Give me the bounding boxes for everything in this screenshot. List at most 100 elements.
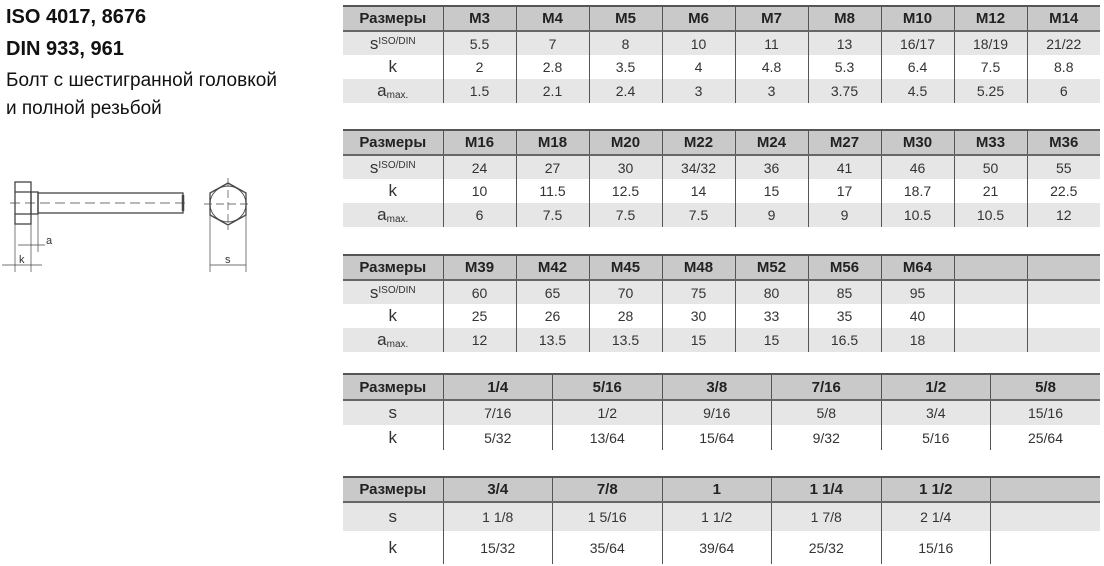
- table-cell: 1.5: [442, 79, 516, 103]
- table-cell: 33: [734, 304, 808, 328]
- column-header: M16: [442, 129, 516, 156]
- column-header: 3/8: [661, 373, 772, 401]
- table-row: s 7/16 1/2 9/16 5/8 3/4 15/16: [343, 400, 1100, 425]
- column-header: M48: [661, 254, 735, 281]
- column-header: 5/8: [990, 373, 1100, 401]
- size-table: Размеры 1/4 5/16 3/8 7/16 1/2 5/8 s 7/16 1/2 9/16 5…: [343, 373, 1100, 450]
- row-symbol-subscript: ISO/DIN: [378, 35, 416, 47]
- table-cell: 18/19: [953, 31, 1027, 55]
- table-cell: 1 1/2: [661, 502, 772, 531]
- table-cell: 24: [442, 155, 516, 179]
- table-cell: 16.5: [807, 328, 881, 352]
- table-cell: 13.5: [588, 328, 662, 352]
- table-cell: 1 5/16: [552, 502, 662, 531]
- table-cell: 80: [734, 280, 808, 304]
- table-cell: 85: [807, 280, 881, 304]
- table-cell: 5.3: [807, 55, 881, 79]
- table-row: amax. 6 7.5 7.5 7.5 9 9 10.5 10.5 12: [343, 203, 1100, 227]
- row-symbol: k: [388, 306, 398, 325]
- column-header: M52: [734, 254, 808, 281]
- size-table: Размеры 3/4 7/8 1 1 1/4 1 1/2 s 1 1/8 1 5/16 1 1/…: [343, 476, 1100, 564]
- table-cell: 9: [734, 203, 808, 227]
- table-row: sISO/DIN 60 65 70 75 80 85 95: [343, 280, 1100, 304]
- row-symbol: s: [388, 507, 398, 526]
- column-header: 7/16: [771, 373, 881, 401]
- table-row: k 25 26 28 30 33 35 40: [343, 304, 1100, 328]
- table-cell: 4.5: [880, 79, 954, 103]
- table-cell: 15: [661, 328, 735, 352]
- table-cell: 27: [515, 155, 589, 179]
- table-row: sISO/DIN 24 27 30 34/32 36 41 46 50 55: [343, 155, 1100, 179]
- table-cell: 6: [1026, 79, 1100, 103]
- table-cell: 21/22: [1026, 31, 1100, 55]
- row-label: s: [343, 502, 443, 531]
- row-symbol-subscript: ISO/DIN: [378, 284, 416, 296]
- table-cell: 50: [953, 155, 1027, 179]
- table-cell: 3/4: [880, 400, 991, 425]
- column-header: M45: [588, 254, 662, 281]
- column-header: M10: [880, 5, 954, 32]
- row-label: k: [343, 55, 443, 79]
- row-header-label: Размеры: [343, 373, 443, 401]
- table-cell: 3.5: [588, 55, 662, 79]
- table-cell: 10: [442, 179, 516, 203]
- column-header: [1026, 254, 1100, 281]
- table-cell: [953, 328, 1027, 352]
- table-cell: 7.5: [953, 55, 1027, 79]
- table-cell: 9/16: [661, 400, 772, 425]
- table-cell: 15: [734, 328, 808, 352]
- table-cell: 10: [661, 31, 735, 55]
- column-header: [953, 254, 1027, 281]
- table-cell: 10.5: [880, 203, 954, 227]
- table-row: amax. 12 13.5 13.5 15 15 16.5 18: [343, 328, 1100, 352]
- dimension-k-label: k: [19, 254, 25, 266]
- table-cell: 3: [734, 79, 808, 103]
- table-cell: 4: [661, 55, 735, 79]
- row-symbol-subscript: max.: [386, 339, 409, 350]
- table-cell: 13/64: [552, 425, 662, 450]
- table-cell: 13.5: [515, 328, 589, 352]
- dimension-a-label: a: [46, 235, 53, 247]
- table-cell: 9: [807, 203, 881, 227]
- row-symbol: s: [388, 403, 398, 422]
- table-cell: 15/32: [442, 531, 553, 564]
- table-cell: 2.1: [515, 79, 589, 103]
- bolt-diagram: a k s: [2, 178, 252, 272]
- table-cell: 5/16: [880, 425, 991, 450]
- column-header: M8: [807, 5, 881, 32]
- table-cell: 75: [661, 280, 735, 304]
- row-header-label: Размеры: [343, 476, 443, 503]
- size-table: Размеры M16 M18 M20 M22 M24 M27 M30 M33 M36 sISO/D…: [343, 129, 1100, 227]
- table-cell: 18.7: [880, 179, 954, 203]
- column-header: 1 1/4: [771, 476, 881, 503]
- table-cell: 25: [442, 304, 516, 328]
- table-cell: 8: [588, 31, 662, 55]
- column-header: M39: [442, 254, 516, 281]
- column-header: M5: [588, 5, 662, 32]
- table-cell: [990, 502, 1100, 531]
- row-label: sISO/DIN: [343, 155, 443, 179]
- description-line-1: Болт с шестигранной головкой: [6, 70, 277, 91]
- table-cell: 30: [588, 155, 662, 179]
- column-header: M24: [734, 129, 808, 156]
- table-cell: 2 1/4: [880, 502, 991, 531]
- row-label: k: [343, 531, 443, 564]
- description-line-2: и полной резьбой: [6, 98, 162, 119]
- row-label: s: [343, 400, 443, 425]
- column-header: M6: [661, 5, 735, 32]
- standard-iso: ISO 4017, 8676: [6, 6, 147, 28]
- table-cell: 35/64: [552, 531, 662, 564]
- row-header-label: Размеры: [343, 254, 443, 281]
- row-symbol: k: [388, 427, 398, 447]
- table-cell: 10.5: [953, 203, 1027, 227]
- row-label: k: [343, 425, 443, 450]
- row-symbol-subscript: max.: [386, 214, 409, 225]
- table-cell: 65: [515, 280, 589, 304]
- column-header: M56: [807, 254, 881, 281]
- table-cell: 2.8: [515, 55, 589, 79]
- column-header: M27: [807, 129, 881, 156]
- table-cell: [1026, 280, 1100, 304]
- column-header: M14: [1026, 5, 1100, 32]
- table-cell: 46: [880, 155, 954, 179]
- table-cell: 7.5: [661, 203, 735, 227]
